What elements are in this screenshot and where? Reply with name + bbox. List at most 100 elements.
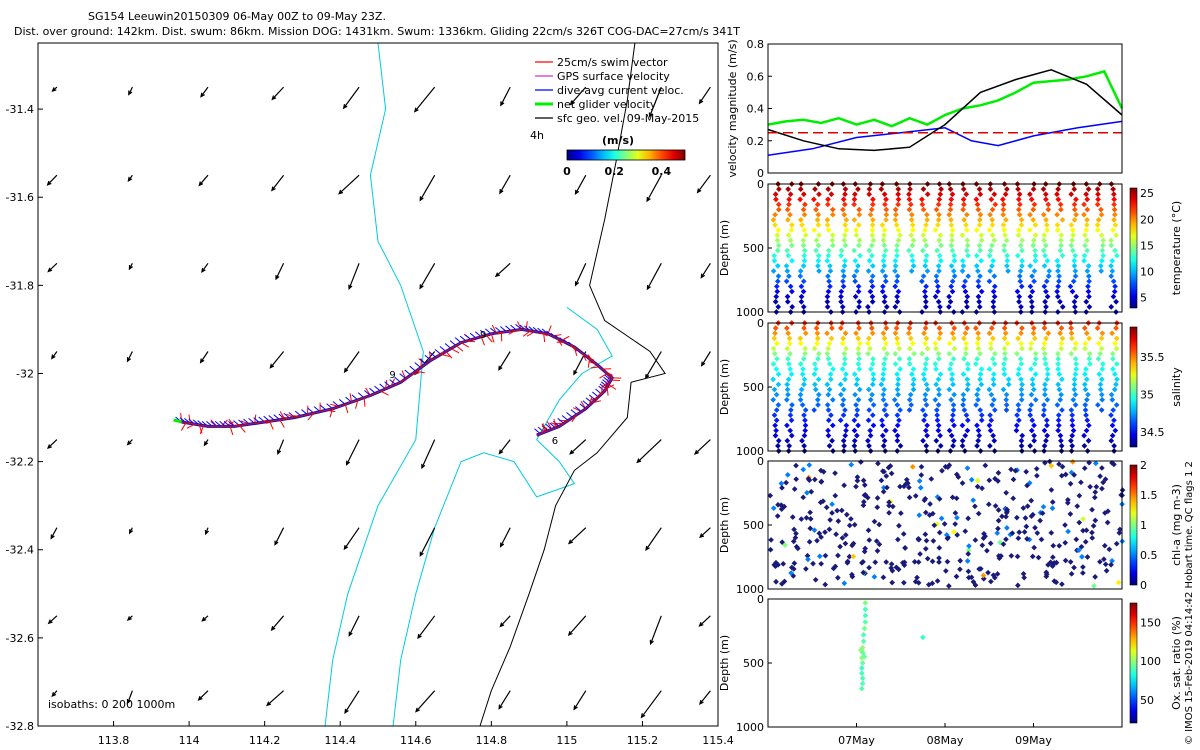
profile-point xyxy=(1069,288,1076,295)
profile-point xyxy=(916,478,923,484)
profile-point xyxy=(1115,579,1122,586)
profile-point xyxy=(964,558,971,564)
profile-point xyxy=(811,345,818,352)
profile-point xyxy=(876,521,883,528)
profile-point xyxy=(839,535,846,541)
dac-vector xyxy=(579,403,587,410)
profile-point xyxy=(816,191,822,198)
profile-colorbar-tick: 150 xyxy=(1140,616,1161,629)
oxygen-point xyxy=(859,680,866,687)
profile-point xyxy=(843,345,849,352)
profile-point xyxy=(1031,361,1038,367)
profile-point xyxy=(892,304,899,310)
profile-point xyxy=(842,407,848,413)
profile-point xyxy=(774,288,781,295)
profile-point xyxy=(1082,402,1089,408)
profile-point xyxy=(975,427,982,434)
profile-point xyxy=(1089,535,1096,541)
profile-point xyxy=(854,376,861,383)
current-arrow xyxy=(343,351,360,374)
profile-point xyxy=(1032,232,1039,239)
profile-point xyxy=(1067,511,1074,517)
profile-point xyxy=(1071,564,1077,571)
profile-point xyxy=(811,527,818,533)
profile-point xyxy=(950,412,956,418)
profile-point xyxy=(1097,386,1104,393)
profile-point xyxy=(977,217,983,223)
profile-point xyxy=(961,283,967,290)
profile-point xyxy=(1019,325,1025,331)
profile-point xyxy=(869,283,876,290)
profile-point xyxy=(785,376,792,383)
profile-point xyxy=(919,350,925,357)
profile-point xyxy=(801,211,808,218)
profile-point xyxy=(937,371,944,378)
profile-point xyxy=(989,263,995,269)
profile-point xyxy=(992,503,999,509)
profile-point xyxy=(842,532,849,538)
profile-point xyxy=(924,555,931,562)
velocity-series xyxy=(767,69,1124,128)
profile-point xyxy=(894,386,901,393)
profile-point xyxy=(978,417,985,424)
profile-point xyxy=(1034,530,1041,536)
profile-point xyxy=(1084,554,1091,560)
profile-point xyxy=(827,371,834,378)
profile-point xyxy=(841,211,848,218)
profile-point xyxy=(975,268,981,274)
profile-point xyxy=(1059,407,1065,413)
profile-point xyxy=(880,574,887,581)
swim-vector xyxy=(490,333,495,343)
profile-point xyxy=(901,579,907,586)
dac-vector xyxy=(313,406,321,413)
profile-point xyxy=(923,242,930,249)
profile-point xyxy=(935,427,942,434)
profile-point xyxy=(822,581,829,588)
profile-point xyxy=(775,227,782,233)
profile-point xyxy=(1055,356,1062,362)
profile-point xyxy=(815,376,822,383)
current-arrow xyxy=(348,263,360,291)
profile-point xyxy=(800,278,807,285)
profile-point xyxy=(987,427,994,434)
profile-point xyxy=(1027,211,1033,218)
swim-vector xyxy=(188,414,191,424)
profile-point xyxy=(1082,242,1088,249)
profile-point xyxy=(871,573,878,580)
profile-point xyxy=(780,560,787,567)
profile-point xyxy=(843,227,850,233)
profile-point xyxy=(1028,427,1035,434)
profile-point xyxy=(1001,361,1007,367)
dac-vector xyxy=(495,326,502,333)
profile-point xyxy=(922,412,929,418)
profile-point xyxy=(799,222,805,228)
profile-point xyxy=(1030,386,1037,393)
profile-point xyxy=(772,191,779,198)
profile-point xyxy=(775,242,782,249)
profile-point xyxy=(1043,417,1050,424)
profile-point xyxy=(907,335,914,342)
profile-point xyxy=(1097,558,1103,565)
profile-point xyxy=(850,540,857,547)
profile-point xyxy=(1032,222,1039,228)
profile-point xyxy=(1102,476,1109,483)
profile-point xyxy=(1099,465,1105,471)
profile-point xyxy=(795,545,801,552)
current-arrow xyxy=(698,86,711,105)
profile-point xyxy=(865,527,872,534)
profile-point xyxy=(893,564,900,571)
profile-ytick-label: 1000 xyxy=(736,306,764,319)
profile-point xyxy=(784,422,790,429)
profile-point xyxy=(886,510,892,516)
profile-point xyxy=(851,427,858,434)
profile-point xyxy=(851,247,858,254)
profile-point xyxy=(1108,263,1114,269)
profile-point xyxy=(1108,561,1114,568)
profile-point xyxy=(1031,422,1037,429)
profile-point xyxy=(1112,211,1118,218)
profile-point xyxy=(881,252,888,259)
profile-point xyxy=(975,278,982,285)
profile-point xyxy=(1111,191,1117,198)
profile-point xyxy=(797,196,803,203)
profile-point xyxy=(920,437,926,444)
